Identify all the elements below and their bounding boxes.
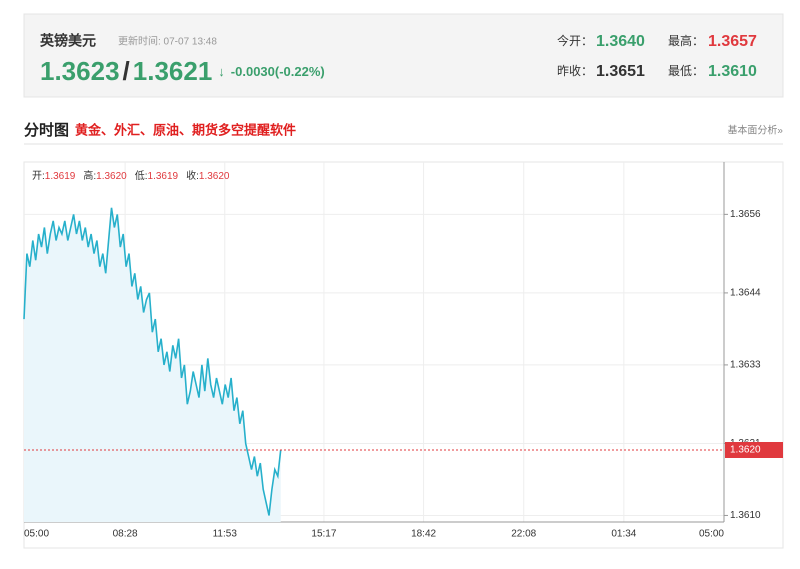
prev-close-label: 昨收：	[557, 64, 593, 78]
x-tick-label: 22:08	[511, 529, 536, 540]
y-tick-label: 1.3644	[730, 288, 761, 299]
x-tick-label: 05:00	[699, 529, 724, 540]
y-tick-label: 1.3610	[730, 510, 761, 521]
info-label: 高:	[83, 169, 96, 182]
high-label: 最高：	[668, 33, 704, 48]
x-tick-label: 18:42	[411, 529, 436, 540]
line	[23, 207, 282, 516]
separator: /	[123, 56, 130, 86]
info-value: 1.3620	[199, 171, 230, 182]
prev-close-value: 1.3651	[596, 63, 645, 80]
promo-link[interactable]: 黄金、外汇、原油、期货多空提醒软件	[75, 122, 296, 137]
info-label: 收:	[186, 169, 199, 182]
x-tick-label: 15:17	[311, 529, 336, 540]
info-label: 低:	[135, 169, 148, 182]
bar-info: 开:1.3619 高:1.3620 低:1.3619 收:1.3620	[32, 169, 230, 182]
y-tick-label: 1.3656	[730, 209, 761, 220]
y-tick-label: 1.3633	[730, 360, 761, 371]
ask: 1.3621	[133, 56, 213, 86]
open-value: 1.3640	[596, 33, 645, 50]
change: -0.0030(-0.22%)	[231, 64, 325, 79]
x-tick-label: 01:34	[611, 529, 636, 540]
price-line: 1.3623/1.3621 ↓ -0.0030(-0.22%)	[40, 56, 325, 86]
current-price-badge	[725, 442, 783, 458]
pair-name: 英镑美元	[39, 33, 96, 49]
update-time: 更新时间: 07-07 13:48	[118, 35, 217, 48]
info-label: 开:	[32, 171, 45, 182]
high-value: 1.3657	[708, 33, 757, 50]
quote-panel	[23, 13, 784, 98]
open-label: 今开：	[557, 33, 593, 48]
bid: 1.3623	[40, 56, 120, 86]
analysis-link[interactable]: 基本面分析»	[727, 124, 783, 137]
info-value: 1.3619	[45, 171, 76, 182]
area	[24, 207, 281, 523]
low-value: 1.3610	[708, 63, 757, 80]
current-price-label: 1.3620	[730, 445, 761, 456]
low-label: 最低：	[668, 64, 704, 78]
info-value: 1.3619	[148, 171, 179, 182]
arrow: ↓	[218, 64, 225, 79]
section-title: 分时图	[24, 122, 69, 139]
x-tick-label: 08:28	[113, 529, 138, 540]
x-tick-label: 11:53	[213, 529, 238, 540]
info-value: 1.3620	[96, 171, 127, 182]
x-tick-label: 05:00	[24, 529, 49, 540]
